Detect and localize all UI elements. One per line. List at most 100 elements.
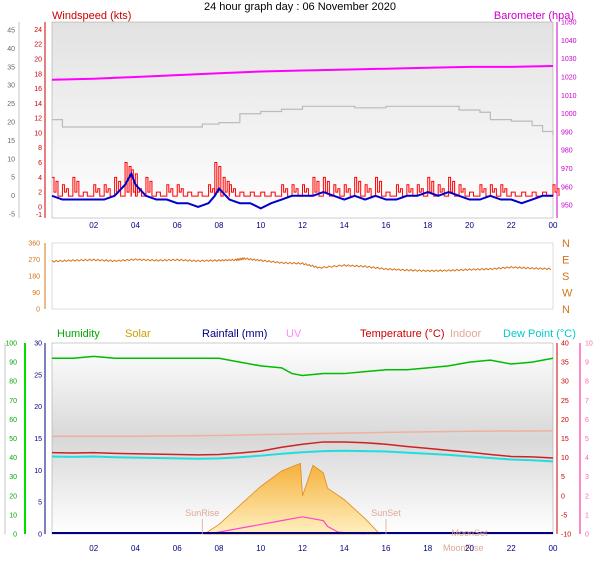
windspeed-tick-label: 6 — [38, 160, 42, 167]
windspeed-axis-label: Windspeed (kts) — [52, 10, 131, 22]
windspeed-tick-label: 16 — [34, 86, 42, 93]
direction-tick-label: 0 — [36, 307, 40, 314]
panel3-x-ticks: 02 04 06 08 10 12 14 16 18 20 22 00 — [89, 544, 558, 553]
outer-tick-label: 0 — [11, 193, 15, 200]
panel3-legend: Humidity Solar Rainfall (mm) UV Temperature … — [57, 328, 576, 340]
annotation-label: SunRise — [185, 508, 219, 518]
barometer-tick-label: 1030 — [561, 56, 577, 63]
barometer-tick-label: 1020 — [561, 74, 577, 81]
panel2-background — [51, 242, 554, 310]
barometer-tick-label: 1000 — [561, 111, 577, 118]
panel2-series — [51, 257, 552, 273]
uv-tick-label: 0 — [585, 532, 589, 539]
temp-tick-label: 30 — [561, 379, 569, 386]
grey-trace-line — [52, 105, 554, 136]
barometer-tick-label: 1040 — [561, 38, 577, 45]
uv-tick-label: 10 — [585, 341, 593, 348]
panel3-annotations: SunRise SunSet MoonRise MoonSet — [185, 508, 488, 553]
humidity-line — [52, 355, 554, 377]
dewpoint-line — [51, 449, 554, 463]
right-ticks: 950 960 970 980 990 1000 1010 1020 1030 1040 1050 — [561, 20, 577, 210]
barometer-tick-label: 1010 — [561, 93, 577, 100]
compass-label: S — [562, 271, 569, 283]
humidity-tick-label: 10 — [9, 512, 17, 519]
humidity-tick-label: 70 — [9, 398, 17, 405]
uv-line — [208, 516, 366, 535]
panel1-series — [51, 64, 560, 210]
windspeed-tick-label: 4 — [38, 175, 42, 182]
windspeed-tick-label: 2 — [38, 190, 42, 197]
barometer-axis-label: Barometer (hpa) — [494, 10, 574, 22]
panel1-x-ticks: 02 04 06 08 10 12 14 16 18 20 22 00 — [89, 221, 558, 230]
panel3-series — [51, 355, 554, 535]
windspeed-tick-label: 22 — [34, 42, 42, 49]
legend-item: Indoor — [450, 328, 482, 340]
humidity-tick-label: 20 — [9, 493, 17, 500]
windspeed-tick-label: 10 — [34, 130, 42, 137]
windspeed-tick-label: 0 — [38, 204, 42, 211]
outer-tick-label: 5 — [11, 175, 15, 182]
rain-tick-label: 5 — [38, 500, 42, 507]
temp-ticks: -10 -5 0 5 10 15 20 25 30 35 40 — [561, 341, 571, 539]
x-tick-label: 16 — [382, 221, 391, 230]
x-tick-label: 06 — [173, 221, 182, 230]
x-tick-label: 12 — [298, 544, 307, 553]
wind-speed-line — [51, 171, 553, 210]
x-tick-label: 08 — [215, 221, 224, 230]
temperature-panel: Humidity Solar Rainfall (mm) UV Temperature … — [4, 328, 593, 553]
outer-tick-label: 35 — [7, 64, 15, 71]
outer-tick-label: 25 — [7, 101, 15, 108]
x-tick-label: 04 — [131, 221, 140, 230]
rain-ticks: 0 5 10 15 20 25 30 — [34, 341, 42, 539]
humidity-tick-label: 90 — [9, 360, 17, 367]
outer-tick-label: 45 — [7, 28, 15, 35]
humidity-tick-label: 0 — [13, 532, 17, 539]
humidity-tick-label: 40 — [9, 455, 17, 462]
annotation-label: MoonRise — [443, 543, 484, 553]
compass-label: W — [562, 288, 573, 300]
x-tick-label: 14 — [340, 544, 349, 553]
outer-tick-label: 10 — [7, 156, 15, 163]
barometer-tick-label: 990 — [561, 129, 573, 136]
rain-tick-label: 0 — [38, 532, 42, 539]
barometer-line — [51, 64, 554, 81]
temp-tick-label: 35 — [561, 360, 569, 367]
humidity-tick-label: 100 — [5, 341, 17, 348]
x-tick-label: 10 — [256, 221, 265, 230]
annotation-label: SunSet — [371, 508, 401, 518]
barometer-tick-label: 1050 — [561, 20, 577, 27]
wind-direction-line — [51, 257, 552, 273]
wind-gust-line — [52, 162, 560, 197]
direction-left-ticks: 0 90 180 270 360 — [28, 241, 40, 314]
temp-tick-label: 40 — [561, 341, 569, 348]
legend-item: Temperature (°C) — [360, 328, 444, 340]
compass-label: E — [562, 255, 569, 267]
outer-tick-label: -5 — [9, 212, 15, 219]
x-tick-label: 18 — [423, 544, 432, 553]
windspeed-tick-label: 20 — [34, 56, 42, 63]
direction-tick-label: 360 — [28, 241, 40, 248]
legend-item: Humidity — [57, 328, 100, 340]
rain-tick-label: 25 — [34, 372, 42, 379]
windspeed-tick-label: 24 — [34, 27, 42, 34]
uv-tick-label: 8 — [585, 379, 589, 386]
x-tick-label: 02 — [89, 221, 98, 230]
legend-item: Rainfall (mm) — [202, 328, 267, 340]
barometer-tick-label: 950 — [561, 203, 573, 210]
temp-tick-label: -10 — [561, 532, 571, 539]
outer-tick-label: 40 — [7, 46, 15, 53]
compass-label: N — [562, 238, 570, 250]
x-tick-label: 00 — [549, 544, 558, 553]
temp-tick-label: 15 — [561, 436, 569, 443]
outer-tick-label: 20 — [7, 120, 15, 127]
humidity-ticks: 0 10 20 30 40 50 60 70 80 90 100 — [5, 341, 17, 539]
barometer-tick-label: 980 — [561, 148, 573, 155]
barometer-tick-label: 970 — [561, 166, 573, 173]
uv-tick-label: 9 — [585, 360, 589, 367]
barometer-tick-label: 960 — [561, 184, 573, 191]
outer-left-ticks: -5 0 5 10 15 20 25 30 35 40 45 — [7, 28, 15, 219]
uv-tick-label: 6 — [585, 417, 589, 424]
